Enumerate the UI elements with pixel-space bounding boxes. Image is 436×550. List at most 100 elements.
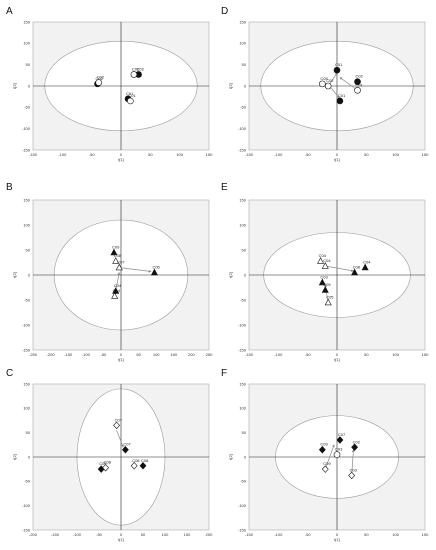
y-tick-label: -50 bbox=[240, 479, 247, 484]
y-tick-label: 100 bbox=[23, 41, 30, 46]
data-point bbox=[127, 97, 134, 105]
point-label: C08 bbox=[114, 253, 122, 258]
x-axis-label: t[1] bbox=[118, 357, 124, 362]
x-tick-label: -50 bbox=[305, 532, 312, 537]
point-label: C02 bbox=[356, 74, 364, 79]
point-label: C02 bbox=[353, 439, 361, 444]
panel-E: E -150 -100 -50 0 50 100 150 -150 -100 -50 0 50 100 15… bbox=[221, 182, 429, 362]
data-point bbox=[321, 286, 329, 293]
panel-letter: B bbox=[6, 182, 13, 193]
point-label: C07 bbox=[115, 417, 123, 422]
y-tick-label: 150 bbox=[23, 197, 30, 202]
point-label: C01 bbox=[128, 93, 136, 98]
y-tick-label: -50 bbox=[24, 297, 31, 302]
panel-B: B -250 -200 -150 -100 -50 0 50 100 150 200 250 -150 -… bbox=[6, 182, 213, 362]
x-tick-label: -50 bbox=[96, 532, 103, 537]
point-label: C04 bbox=[323, 258, 331, 263]
y-tick-label: 150 bbox=[23, 19, 30, 24]
y-axis-label: t[2] bbox=[228, 272, 233, 278]
x-tick-label: 50 bbox=[364, 152, 369, 157]
data-point bbox=[318, 278, 326, 286]
point-label: C02 bbox=[96, 76, 104, 81]
panel-C: C-200 -150 -100 -50 0 50 100 150 200-150-100-500… bbox=[6, 368, 213, 542]
y-tick-label: 0 bbox=[28, 454, 31, 459]
y-tick-label: -150 bbox=[238, 147, 247, 152]
point-label: C03 bbox=[320, 275, 328, 280]
point-label: C01 bbox=[335, 62, 343, 67]
x-tick-label: 0 bbox=[120, 352, 123, 357]
point-label: C03 bbox=[350, 467, 358, 472]
data-point bbox=[317, 257, 325, 264]
x-tick-label: 100 bbox=[392, 152, 399, 157]
y-axis-label: t[2] bbox=[228, 83, 233, 89]
data-point bbox=[333, 66, 341, 74]
trajectory-arrow bbox=[119, 267, 152, 273]
x-tick-label: 50 bbox=[364, 352, 369, 357]
data-point bbox=[354, 78, 361, 86]
data-point bbox=[361, 263, 369, 271]
panel-F: F -150 -100 -50 0 50 100 150 -150 -100 -50 0 50 100 15… bbox=[221, 368, 429, 542]
x-tick-label: -150 bbox=[245, 352, 254, 357]
x-axis-label: t[1] bbox=[334, 357, 340, 362]
data-point bbox=[348, 471, 356, 480]
x-tick-label: 100 bbox=[162, 532, 169, 537]
y-tick-label: -150 bbox=[238, 527, 247, 532]
data-point bbox=[139, 462, 147, 470]
data-point bbox=[318, 445, 326, 454]
panel-letter: C bbox=[6, 368, 13, 379]
panel-letter: A bbox=[6, 6, 13, 17]
x-tick-label: 150 bbox=[184, 532, 191, 537]
y-tick-label: -50 bbox=[24, 105, 31, 110]
y-tick-label: 100 bbox=[239, 41, 246, 46]
point-label: C02 bbox=[97, 75, 105, 80]
x-tick-label: -150 bbox=[64, 352, 73, 357]
y-tick-label: 0 bbox=[28, 83, 31, 88]
y-tick-label: -150 bbox=[22, 347, 31, 352]
data-point bbox=[112, 287, 120, 294]
point-label: C05 bbox=[326, 295, 334, 300]
y-tick-label: 0 bbox=[28, 272, 31, 277]
data-point bbox=[113, 421, 121, 430]
x-tick-label: 150 bbox=[170, 352, 177, 357]
y-tick-label: 50 bbox=[26, 62, 31, 67]
x-tick-label: -50 bbox=[305, 152, 312, 157]
data-point bbox=[121, 445, 129, 454]
y-tick-label: 0 bbox=[244, 454, 247, 459]
point-label: C02 bbox=[326, 78, 334, 83]
point-label: C05 bbox=[152, 265, 160, 270]
x-tick-label: -200 bbox=[29, 532, 38, 537]
x-tick-label: -150 bbox=[51, 532, 60, 537]
y-tick-label: 100 bbox=[239, 222, 246, 227]
x-tick-label: 150 bbox=[422, 532, 429, 537]
data-point bbox=[110, 248, 118, 256]
data-point bbox=[319, 80, 326, 88]
y-tick-label: -100 bbox=[238, 503, 247, 508]
x-tick-label: 50 bbox=[141, 532, 146, 537]
trajectory-arrow bbox=[324, 444, 335, 470]
x-tick-label: -250 bbox=[29, 352, 38, 357]
x-axis-label: t[1] bbox=[334, 537, 340, 542]
panel-letter: D bbox=[221, 6, 228, 17]
point-label: C01 bbox=[126, 91, 134, 96]
y-tick-label: 100 bbox=[23, 406, 30, 411]
y-axis-label: t[2] bbox=[12, 83, 17, 89]
x-axis-label: t[1] bbox=[118, 157, 124, 162]
trajectory-arrow bbox=[351, 449, 355, 476]
x-tick-label: -100 bbox=[274, 352, 283, 357]
y-tick-label: -50 bbox=[24, 479, 31, 484]
y-tick-label: -150 bbox=[22, 147, 31, 152]
point-label: C07 bbox=[338, 432, 346, 437]
data-point bbox=[102, 463, 110, 472]
data-point bbox=[321, 262, 329, 269]
x-tick-label: 100 bbox=[176, 152, 183, 157]
point-label: C01 bbox=[338, 93, 346, 98]
x-tick-label: 200 bbox=[188, 352, 195, 357]
x-tick-label: -50 bbox=[101, 352, 108, 357]
panel-letter: F bbox=[221, 368, 227, 379]
panel-D: D -150 -100 -50 0 50 100 150 -150 -100 -50 0 50 100 15… bbox=[221, 6, 429, 162]
x-tick-label: 150 bbox=[422, 152, 429, 157]
data-point bbox=[351, 443, 359, 452]
x-tick-label: -100 bbox=[82, 352, 91, 357]
trajectory-arrow bbox=[339, 77, 358, 91]
